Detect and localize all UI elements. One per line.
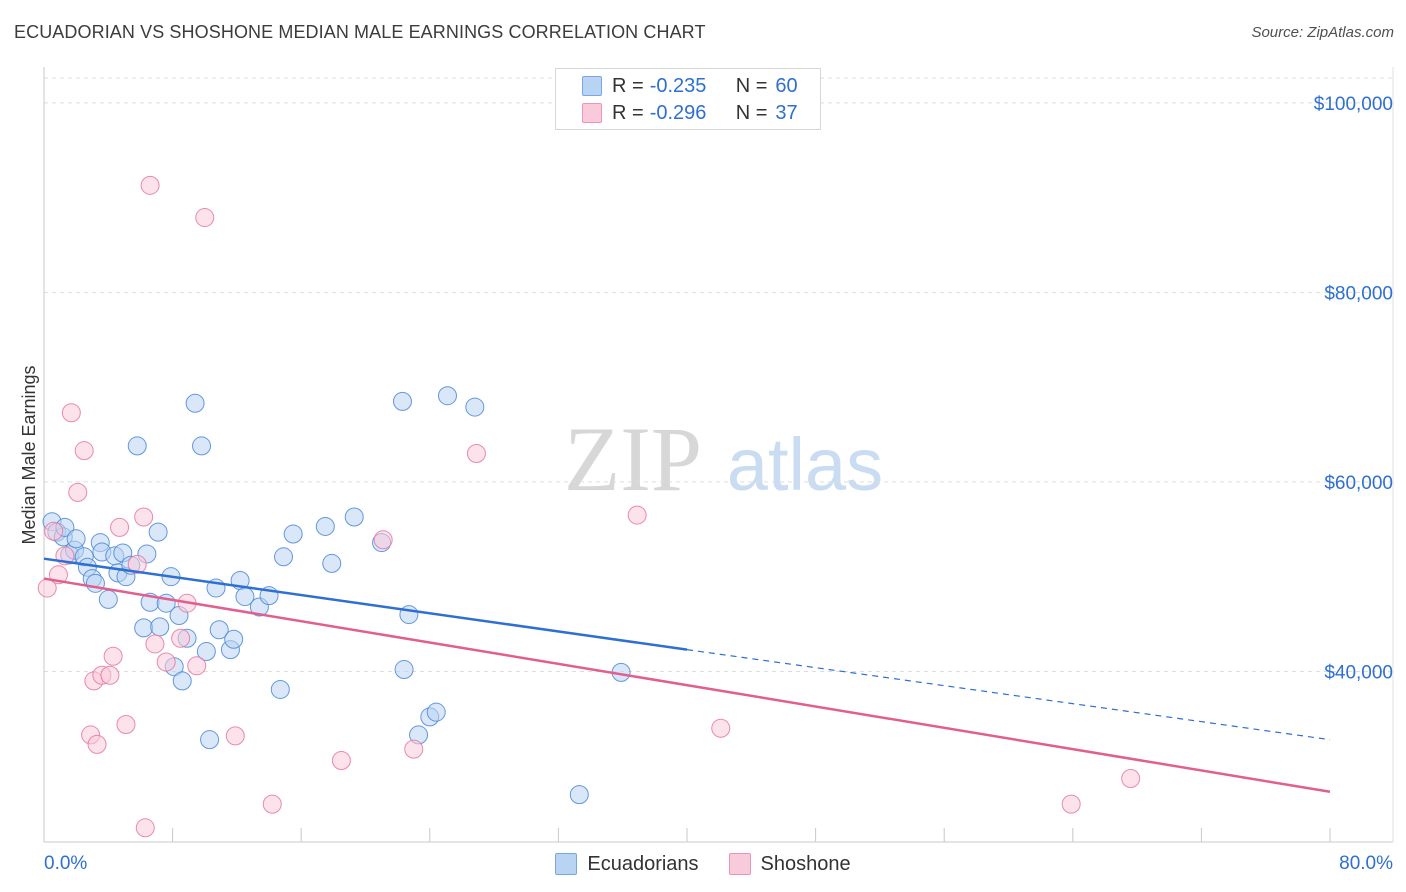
trend-line-ecuadorians [43, 557, 688, 651]
data-point [192, 436, 212, 456]
legend-swatch-pink [582, 103, 602, 123]
x-tick-label-max: 80.0% [1339, 853, 1393, 874]
trend-line-shoshone [43, 577, 1331, 794]
data-point [569, 785, 589, 805]
data-point [465, 397, 485, 417]
watermark-atlas: atlas [727, 423, 883, 506]
data-point [100, 665, 120, 685]
data-point [283, 524, 303, 544]
data-point [1121, 769, 1141, 789]
data-point [225, 726, 245, 746]
y-tick-label: $80,000 [1324, 283, 1393, 304]
data-point [148, 522, 168, 542]
trend-line-ecuadorians-extension [686, 649, 1331, 741]
data-point [711, 718, 731, 738]
data-point [98, 589, 118, 609]
data-point [187, 656, 207, 676]
legend-n-label: N = [735, 74, 768, 97]
data-point [87, 734, 107, 754]
data-point [134, 507, 154, 527]
data-point [145, 634, 165, 654]
legend-swatch-blue [555, 853, 578, 875]
x-axis-ticks: 0.0% 80.0% [44, 853, 1393, 874]
data-point [437, 386, 457, 406]
watermark: ZIP atlas [564, 408, 883, 510]
data-point [404, 739, 424, 759]
data-point [331, 751, 351, 771]
data-point [66, 529, 86, 549]
data-point [426, 702, 446, 722]
legend-item-ecuadorians[interactable]: Ecuadorians [555, 852, 699, 876]
axes [43, 67, 1394, 843]
data-point [85, 573, 105, 593]
legend-r-value: -0.296 [649, 101, 707, 124]
legend-row-shoshone: R = -0.296 N = 37 [582, 101, 798, 125]
data-point [196, 642, 216, 662]
legend-n-value: 37 [775, 101, 798, 124]
data-point [627, 505, 647, 525]
series-ecuadorians [42, 386, 631, 805]
legend-label-ecuadorians: Ecuadorians [587, 852, 699, 875]
legend-item-shoshone[interactable]: Shoshone [728, 852, 851, 876]
data-point [135, 818, 155, 838]
data-point [110, 517, 130, 537]
legend-r-value: -0.235 [649, 74, 707, 97]
trend-lines [43, 557, 1331, 794]
data-point [74, 441, 94, 461]
data-point [274, 547, 294, 567]
y-axis-label: Median Male Earnings [19, 365, 39, 544]
legend-r-label: R = [612, 74, 644, 97]
data-point [140, 175, 160, 195]
series-legend: Ecuadorians Shoshone [0, 850, 1406, 878]
legend-swatch-pink [728, 853, 751, 875]
data-point [224, 629, 244, 649]
data-point [103, 646, 123, 666]
legend-n-label: N = [735, 101, 768, 124]
data-point [394, 660, 414, 680]
watermark-zip: ZIP [564, 408, 702, 510]
data-point [262, 794, 282, 814]
x-tick-label-min: 0.0% [44, 853, 87, 874]
data-point [68, 482, 88, 502]
legend-row-ecuadorians: R = -0.235 N = 60 [582, 74, 798, 98]
data-point [200, 730, 220, 750]
data-point [127, 436, 147, 456]
data-point [466, 444, 486, 463]
legend-r-label: R = [612, 101, 644, 124]
data-point [44, 521, 64, 541]
data-point [156, 652, 176, 672]
data-point [185, 393, 205, 413]
data-point [61, 403, 81, 423]
data-point [171, 628, 191, 648]
y-tick-label: $60,000 [1324, 473, 1393, 494]
data-point [392, 391, 412, 411]
data-point [315, 516, 335, 536]
correlation-legend: R = -0.235 N = 60 R = -0.296 N = 37 [555, 68, 821, 130]
data-point [127, 554, 147, 574]
data-point [195, 208, 215, 228]
y-tick-label: $40,000 [1324, 662, 1393, 683]
data-point [373, 530, 393, 550]
data-point [270, 679, 290, 699]
data-point [209, 620, 229, 640]
y-axis-ticks: $40,000 $60,000 $80,000 $100,000 [1314, 94, 1393, 684]
data-point [134, 618, 154, 638]
data-point [172, 671, 192, 691]
data-point [1061, 794, 1081, 814]
y-tick-label: $100,000 [1314, 94, 1393, 115]
legend-label-shoshone: Shoshone [760, 852, 851, 875]
data-point [344, 507, 364, 527]
data-point [116, 715, 136, 735]
chart-title: ECUADORIAN VS SHOSHONE MEDIAN MALE EARNI… [14, 22, 706, 42]
legend-n-value: 60 [775, 74, 798, 97]
chart-source: Source: ZipAtlas.com [1251, 24, 1394, 41]
legend-swatch-blue [582, 76, 602, 96]
data-point [322, 553, 342, 573]
data-point [150, 617, 170, 637]
